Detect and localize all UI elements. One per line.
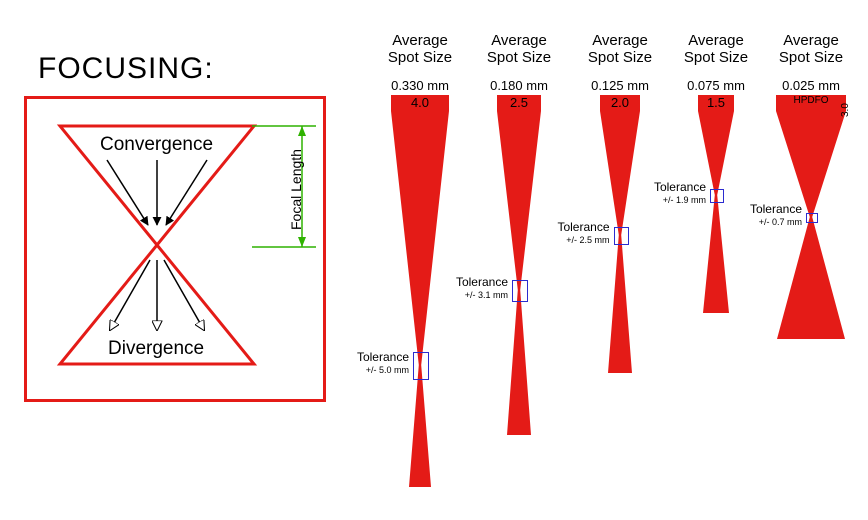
rotated-lens-label: 3.0 bbox=[840, 103, 851, 117]
beam-header-line1: Average bbox=[392, 32, 448, 49]
beam-header: AverageSpot Size bbox=[768, 32, 854, 67]
beam-column: AverageSpot Size 0.125 mm 2.0Tolerance+/- … bbox=[580, 32, 660, 373]
page-title: FOCUSING: bbox=[38, 52, 214, 86]
hourglass-icon bbox=[52, 120, 262, 370]
spot-size-mm: 0.180 mm bbox=[479, 78, 559, 93]
beam-shape-wrap: HPDFOTolerance+/- 0.7 mm3.0 bbox=[768, 95, 854, 339]
focal-length-label: Focal Length bbox=[288, 149, 304, 230]
tolerance-label: Tolerance+/- 2.5 mm bbox=[557, 221, 609, 246]
beam-header: AverageSpot Size bbox=[580, 32, 660, 67]
spot-size-mm: 0.125 mm bbox=[580, 78, 660, 93]
tolerance-box bbox=[614, 227, 629, 245]
beam-header-line1: Average bbox=[688, 32, 744, 49]
beam-shape-wrap: 4.0Tolerance+/- 5.0 mm bbox=[380, 95, 460, 487]
beam-header-line1: Average bbox=[783, 32, 839, 49]
lens-number: 4.0 bbox=[380, 95, 460, 111]
beam-header: AverageSpot Size bbox=[676, 32, 756, 67]
tolerance-label: Tolerance+/- 5.0 mm bbox=[357, 351, 409, 376]
beam-shape-wrap: 1.5Tolerance+/- 1.9 mm bbox=[676, 95, 756, 313]
beam-header-line2: Spot Size bbox=[388, 49, 452, 66]
beam-shape bbox=[380, 95, 460, 487]
tolerance-box bbox=[413, 352, 429, 380]
divergence-label: Divergence bbox=[108, 338, 204, 360]
tolerance-label: Tolerance+/- 3.1 mm bbox=[456, 276, 508, 301]
lens-number: 2.0 bbox=[580, 95, 660, 111]
tolerance-box bbox=[512, 280, 528, 302]
tolerance-label: Tolerance+/- 0.7 mm bbox=[750, 203, 802, 228]
beam-column: AverageSpot Size 0.075 mm 1.5Tolerance+/- … bbox=[676, 32, 756, 313]
beam-shape bbox=[479, 95, 559, 435]
tolerance-box bbox=[710, 189, 724, 203]
beam-shape-wrap: 2.5Tolerance+/- 3.1 mm bbox=[479, 95, 559, 435]
beam-header-line2: Spot Size bbox=[588, 49, 652, 66]
lens-number: 2.5 bbox=[479, 95, 559, 111]
lens-number: 1.5 bbox=[676, 95, 756, 111]
convergence-label: Convergence bbox=[100, 134, 213, 156]
tolerance-box bbox=[806, 213, 818, 223]
beam-column: AverageSpot Size 0.330 mm 4.0Tolerance+/- … bbox=[380, 32, 460, 487]
beam-shape-wrap: 2.0Tolerance+/- 2.5 mm bbox=[580, 95, 660, 373]
beam-column: AverageSpot Size 0.180 mm 2.5Tolerance+/- … bbox=[479, 32, 559, 435]
spot-size-mm: 0.330 mm bbox=[380, 78, 460, 93]
beam-header-line2: Spot Size bbox=[487, 49, 551, 66]
beam-header: AverageSpot Size bbox=[380, 32, 460, 67]
beam-column: AverageSpot Size 0.025 mm HPDFOTolerance+/… bbox=[768, 32, 854, 339]
spot-size-mm: 0.075 mm bbox=[676, 78, 756, 93]
beam-header-line1: Average bbox=[592, 32, 648, 49]
tolerance-label: Tolerance+/- 1.9 mm bbox=[654, 181, 706, 206]
beam-header-line2: Spot Size bbox=[684, 49, 748, 66]
spot-size-mm: 0.025 mm bbox=[768, 78, 854, 93]
beam-header-line1: Average bbox=[491, 32, 547, 49]
beam-header: AverageSpot Size bbox=[479, 32, 559, 67]
beam-header-line2: Spot Size bbox=[779, 49, 843, 66]
